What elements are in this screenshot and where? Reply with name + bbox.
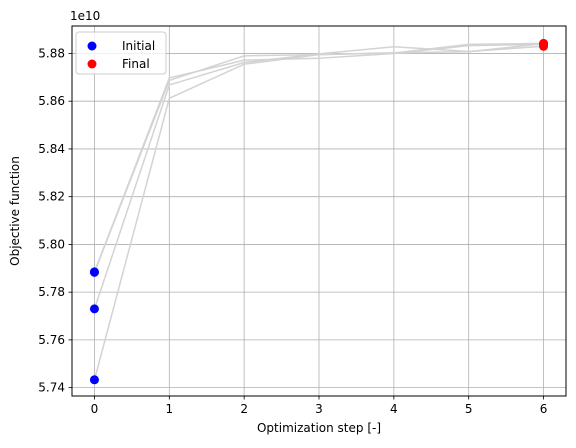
final-point	[539, 39, 549, 49]
legend-marker-initial	[87, 41, 97, 51]
grid	[72, 26, 566, 396]
initial-point	[89, 304, 99, 314]
y-offset-label: 1e10	[70, 9, 100, 23]
y-tick-label: 5.76	[38, 333, 65, 347]
y-tick-label: 5.84	[38, 142, 65, 156]
axis-ticks: 0 1 2 3 4 5 6 5.74 5.76 5.78 5.80 5.82 5.84 5.86 5.88	[38, 46, 547, 416]
x-tick-label: 3	[315, 402, 323, 416]
initial-point	[89, 375, 99, 385]
x-tick-label: 4	[390, 402, 398, 416]
x-axis-label: Optimization step [-]	[257, 421, 381, 435]
y-tick-label: 5.78	[38, 285, 65, 299]
x-tick-label: 6	[540, 402, 548, 416]
y-tick-label: 5.80	[38, 237, 65, 251]
y-axis-label: Objective function	[8, 156, 22, 266]
legend-label-initial: Initial	[122, 39, 155, 53]
x-tick-label: 2	[240, 402, 248, 416]
scatter-points	[89, 38, 549, 385]
trajectory-line	[93, 43, 544, 273]
trajectory-lines	[93, 42, 544, 380]
x-tick-label: 1	[165, 402, 173, 416]
x-tick-label: 5	[465, 402, 473, 416]
y-tick-label: 5.86	[38, 94, 65, 108]
legend-label-final: Final	[122, 57, 150, 71]
y-tick-label: 5.74	[38, 381, 65, 395]
legend: Initial Final	[75, 31, 167, 75]
y-tick-label: 5.88	[38, 46, 65, 60]
y-tick-label: 5.82	[38, 190, 65, 204]
initial-point	[89, 267, 99, 277]
legend-box	[75, 31, 167, 75]
x-tick-label: 0	[91, 402, 99, 416]
trajectory-line	[93, 42, 544, 273]
legend-marker-final	[87, 59, 97, 69]
